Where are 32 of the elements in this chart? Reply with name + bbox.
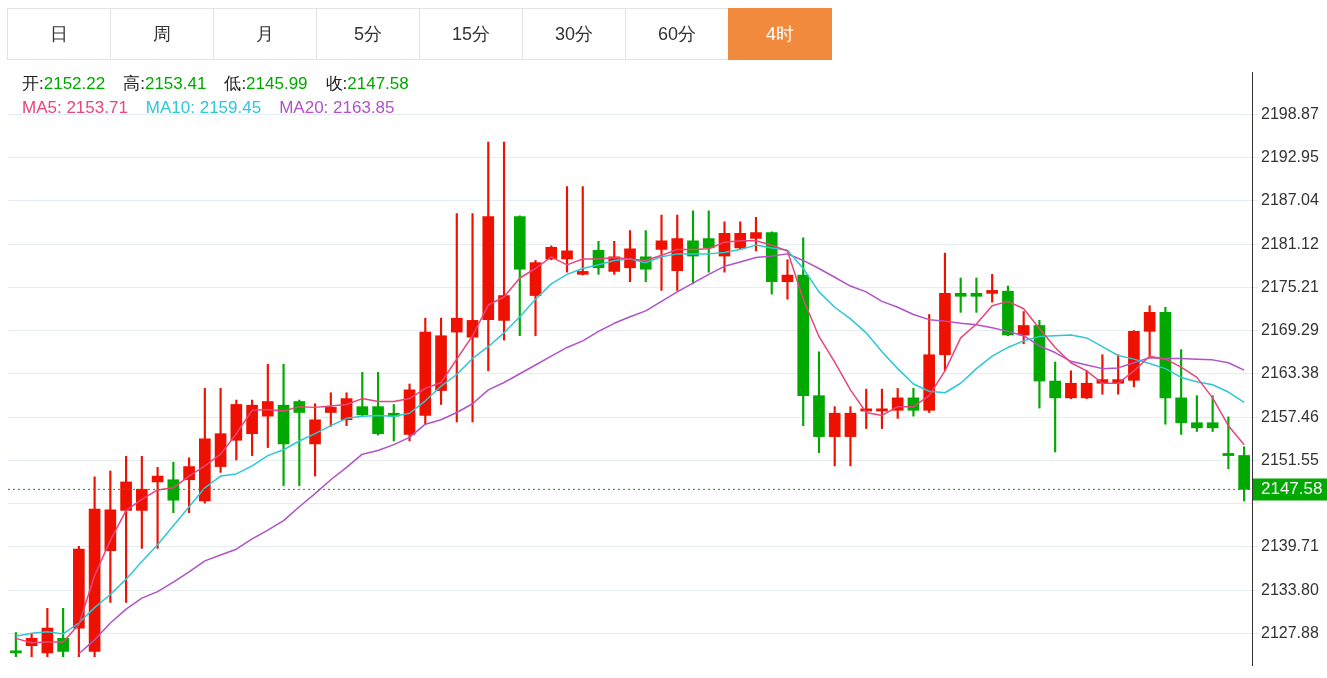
text: 60分 bbox=[625, 8, 729, 60]
y-tick-label: 2175.21 bbox=[1261, 277, 1319, 295]
ref-line-label: 2147.58 bbox=[1261, 479, 1323, 499]
y-tick-label: 2151.55 bbox=[1261, 450, 1319, 468]
text: 15分 bbox=[419, 8, 523, 60]
y-tick-label: 2139.71 bbox=[1261, 537, 1319, 555]
y-tick-label: 2157.46 bbox=[1261, 407, 1319, 425]
text: 日 bbox=[7, 8, 111, 60]
annotation: 收:2147.58 bbox=[325, 74, 409, 93]
y-tick-label: 2133.80 bbox=[1261, 580, 1319, 598]
y-tick-label: 2169.29 bbox=[1261, 321, 1319, 339]
text: MA20: 2163.85 bbox=[279, 98, 395, 117]
candlestick bbox=[277, 363, 290, 486]
candlestick bbox=[970, 277, 983, 313]
y-tick-label: 2187.04 bbox=[1261, 191, 1319, 209]
y-tick-label: 2192.95 bbox=[1261, 148, 1319, 166]
annotation: 高:2153.41 bbox=[123, 74, 207, 93]
text: 周 bbox=[110, 8, 214, 60]
text: MA5: 2153.71 bbox=[22, 98, 128, 117]
y-tick-label: 2181.12 bbox=[1261, 234, 1319, 252]
text: 5分 bbox=[316, 8, 420, 60]
y-tick-label: 2163.38 bbox=[1261, 364, 1319, 382]
text: 月 bbox=[213, 8, 317, 60]
annotation: 低:2145.99 bbox=[224, 74, 308, 93]
y-tick-label: 2198.87 bbox=[1261, 104, 1319, 122]
text: 4时 bbox=[728, 8, 832, 60]
annotation: 开:2152.22 bbox=[22, 74, 106, 93]
candlestick bbox=[655, 214, 668, 291]
candlestick bbox=[781, 259, 794, 300]
y-tick-label: 2127.88 bbox=[1261, 623, 1319, 641]
text: 30分 bbox=[522, 8, 626, 60]
text: MA10: 2159.45 bbox=[145, 98, 262, 117]
